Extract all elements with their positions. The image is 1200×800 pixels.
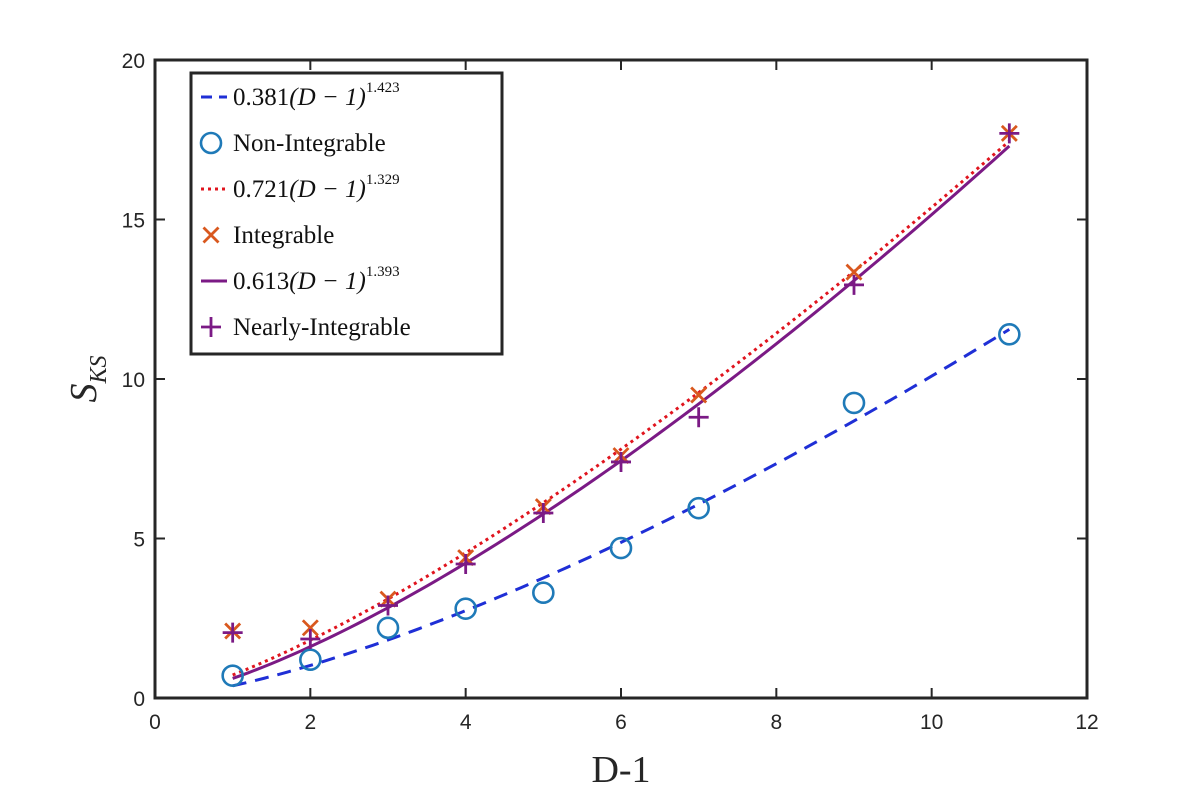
data-point-nearly-integrable xyxy=(378,595,398,616)
plot-area xyxy=(221,123,1021,688)
data-point-non-integrable xyxy=(998,323,1021,346)
legend-marker-swatch xyxy=(199,131,223,155)
legend-expr: (D − 1) xyxy=(289,84,366,111)
x-tick-label: 6 xyxy=(615,711,627,734)
y-tick-label: 20 xyxy=(122,50,145,73)
y-tick-label: 5 xyxy=(133,529,145,552)
data-point-nearly-integrable xyxy=(611,451,631,472)
fit-line-integrable-fit xyxy=(232,140,1011,677)
legend-box xyxy=(189,71,504,356)
data-point-non-integrable xyxy=(299,648,322,672)
data-point-nearly-integrable xyxy=(999,123,1020,144)
x-axis-label: D-1 xyxy=(591,749,650,791)
axes: 0 2 4 6 8 10 12 0 5 10 15 20 xyxy=(122,50,1099,734)
legend-label: 0.721(D − 1)1.329 xyxy=(233,172,400,203)
x-tick-label: 0 xyxy=(149,711,161,734)
data-point-non-integrable xyxy=(532,581,555,605)
legend-entry: Integrable xyxy=(202,222,334,249)
data-point-integrable xyxy=(301,619,319,637)
data-point-nearly-integrable xyxy=(455,554,476,575)
data-point-nearly-integrable xyxy=(300,628,321,649)
y-tick-label: 0 xyxy=(133,688,145,711)
data-point-non-integrable xyxy=(842,391,866,415)
y-axis-label-base: S xyxy=(63,384,105,403)
y-axis-label: SKS xyxy=(63,355,112,402)
legend-label: Non-Integrable xyxy=(233,130,386,157)
legend-marker-swatch xyxy=(202,226,220,244)
legend-entry: 0.721(D − 1)1.329 xyxy=(201,172,400,203)
fit-line-non-integrable-fit xyxy=(232,328,1011,688)
x-tick-label: 8 xyxy=(770,711,782,734)
legend-marker-swatch xyxy=(201,317,221,337)
data-point-non-integrable xyxy=(376,616,400,640)
legend-entry: 0.381(D − 1)1.423 xyxy=(201,80,400,111)
x-tick-label: 12 xyxy=(1075,711,1098,734)
legend-label: Integrable xyxy=(233,222,334,249)
legend-label: Nearly-Integrable xyxy=(233,314,411,341)
data-point-nearly-integrable xyxy=(688,407,709,428)
legend-coef: 0.381 xyxy=(233,84,289,111)
legend-expr: (D − 1) xyxy=(289,176,366,203)
legend-exponent: 1.393 xyxy=(366,264,400,280)
legend-exponent: 1.423 xyxy=(366,80,400,96)
y-tick-label: 15 xyxy=(122,210,145,233)
legend-label: 0.381(D − 1)1.423 xyxy=(233,80,400,111)
legend-exponent: 1.329 xyxy=(366,172,400,188)
data-point-non-integrable xyxy=(454,597,477,620)
legend-entry: Nearly-Integrable xyxy=(201,314,411,341)
legend-coef: 0.613 xyxy=(233,268,289,295)
data-point-nearly-integrable xyxy=(844,274,864,295)
data-point-non-integrable xyxy=(687,496,710,520)
legend-entry: 0.613(D − 1)1.393 xyxy=(201,264,400,295)
data-point-non-integrable xyxy=(221,664,244,687)
legend-coef: 0.721 xyxy=(233,176,289,203)
y-tick-label: 10 xyxy=(122,369,145,392)
y-axis-label-subscript: KS xyxy=(86,355,112,384)
legend-expr: (D − 1) xyxy=(289,268,366,295)
data-point-non-integrable xyxy=(609,536,633,560)
data-point-nearly-integrable xyxy=(222,622,243,643)
data-point-integrable xyxy=(845,263,863,281)
data-point-nearly-integrable xyxy=(533,502,554,523)
legend-entry: Non-Integrable xyxy=(199,130,386,157)
x-tick-label: 10 xyxy=(920,711,943,734)
x-tick-label: 4 xyxy=(460,711,472,734)
legend-label: 0.613(D − 1)1.393 xyxy=(233,264,400,295)
data-point-integrable xyxy=(690,386,708,404)
x-tick-label: 2 xyxy=(304,711,316,734)
